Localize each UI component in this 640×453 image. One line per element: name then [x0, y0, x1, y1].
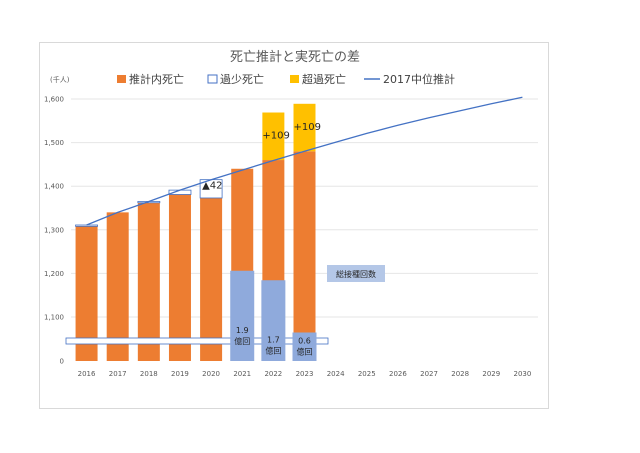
annotation-2022: +109	[262, 131, 289, 142]
bar-excess-death	[293, 103, 316, 152]
y-tick-label: 1,300	[44, 226, 64, 234]
bar-excess-death	[262, 112, 285, 161]
x-tick-label: 2020	[202, 370, 220, 378]
x-tick-label: 2027	[420, 370, 438, 378]
chart-title: 死亡推計と実死亡の差	[230, 49, 360, 65]
y-tick-label: 1,100	[44, 314, 64, 322]
x-tick-label: 2028	[451, 370, 469, 378]
x-tick-label: 2019	[171, 370, 189, 378]
x-tick-label: 2021	[233, 370, 251, 378]
annotation-2020: ▲42	[202, 181, 222, 192]
legend-label-3: 2017中位推計	[383, 72, 455, 86]
vaccination-bar	[292, 332, 317, 361]
x-tick-label: 2025	[358, 370, 376, 378]
y-tick-label: 0	[60, 358, 64, 366]
legend-swatch-2	[290, 75, 299, 83]
vaccination-label: 1.9	[236, 326, 249, 335]
vaccination-label: 億回	[234, 336, 250, 346]
vaccination-label: 0.6	[298, 337, 311, 346]
x-tick-label: 2018	[140, 370, 158, 378]
vaccination-bar	[230, 270, 255, 361]
x-tick-label: 2016	[78, 370, 96, 378]
y-tick-label: 1,200	[44, 270, 64, 278]
axis-break-band	[65, 337, 329, 345]
x-tick-label: 2030	[514, 370, 532, 378]
x-tick-label: 2024	[327, 370, 345, 378]
x-tick-label: 2022	[264, 370, 282, 378]
bar-under-death	[75, 224, 98, 227]
legend-swatch-0	[117, 75, 126, 83]
y-axis-unit: (千人)	[50, 75, 70, 84]
bar-in-estimate	[168, 194, 191, 361]
bar-in-estimate	[137, 202, 160, 361]
bar-in-estimate	[200, 197, 223, 361]
bar-in-estimate	[293, 151, 316, 361]
bar-in-estimate	[75, 226, 98, 361]
legend-label-0: 推計内死亡	[129, 72, 184, 86]
x-tick-label: 2026	[389, 370, 407, 378]
legend-label-2: 超過死亡	[302, 72, 346, 86]
x-tick-label: 2023	[296, 370, 314, 378]
y-tick-label: 1,500	[44, 139, 64, 147]
bar-in-estimate	[106, 212, 129, 361]
vaccination-label: 億回	[265, 345, 281, 355]
vaccination-bar	[261, 280, 286, 361]
x-tick-label: 2029	[482, 370, 500, 378]
vaccination-label: 億回	[297, 347, 313, 357]
vaccination-label: 1.7	[267, 335, 280, 344]
x-tick-label: 2017	[109, 370, 127, 378]
projection-line	[86, 96, 523, 226]
legend-label-1: 過少死亡	[220, 72, 264, 86]
vaccination-legend-box	[327, 265, 385, 282]
y-tick-label: 1,400	[44, 183, 64, 191]
legend-swatch-1	[207, 74, 218, 84]
vaccination-legend-label: 総接種回数	[336, 269, 376, 279]
y-tick-label: 1,600	[44, 96, 64, 104]
annotation-2023: +109	[294, 122, 321, 133]
